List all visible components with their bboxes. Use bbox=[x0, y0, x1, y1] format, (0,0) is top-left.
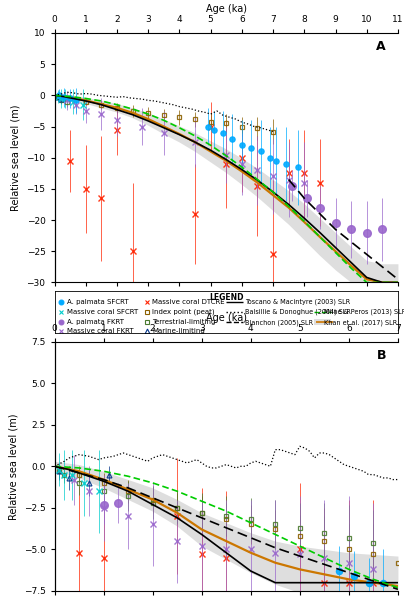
Y-axis label: Relative sea level (m): Relative sea level (m) bbox=[11, 104, 21, 211]
Text: Balsillie & Donoghue (2004) SLR: Balsillie & Donoghue (2004) SLR bbox=[245, 309, 351, 315]
Text: Terrestrial-limiting: Terrestrial-limiting bbox=[152, 319, 216, 325]
Text: Toscano & Macintyre (2003) SLR: Toscano & Macintyre (2003) SLR bbox=[245, 298, 350, 305]
Text: A: A bbox=[376, 40, 386, 53]
Text: Blanchon (2005) SLR: Blanchon (2005) SLR bbox=[245, 319, 313, 326]
Text: Massive coral DTCRE: Massive coral DTCRE bbox=[152, 299, 225, 305]
Text: B: B bbox=[377, 349, 386, 362]
Text: Khan et al. (2017) SLR: Khan et al. (2017) SLR bbox=[324, 319, 398, 326]
Y-axis label: Relative sea level (m): Relative sea level (m) bbox=[8, 413, 18, 520]
Text: A. palmata SFCRT: A. palmata SFCRT bbox=[67, 299, 128, 305]
Text: A. palmata FKRT: A. palmata FKRT bbox=[67, 319, 124, 325]
Text: Massive coral SFCRT: Massive coral SFCRT bbox=[67, 309, 138, 315]
Text: Marine-limiting: Marine-limiting bbox=[152, 328, 205, 334]
Text: Index point (peat): Index point (peat) bbox=[152, 309, 215, 315]
X-axis label: Age (ka): Age (ka) bbox=[206, 313, 247, 323]
X-axis label: Age (ka): Age (ka) bbox=[206, 4, 247, 14]
Text: Massive coral FKRT: Massive coral FKRT bbox=[67, 328, 133, 334]
Text: Milne & Peros (2013) SLR: Milne & Peros (2013) SLR bbox=[324, 309, 404, 315]
Text: LEGEND: LEGEND bbox=[209, 293, 244, 302]
